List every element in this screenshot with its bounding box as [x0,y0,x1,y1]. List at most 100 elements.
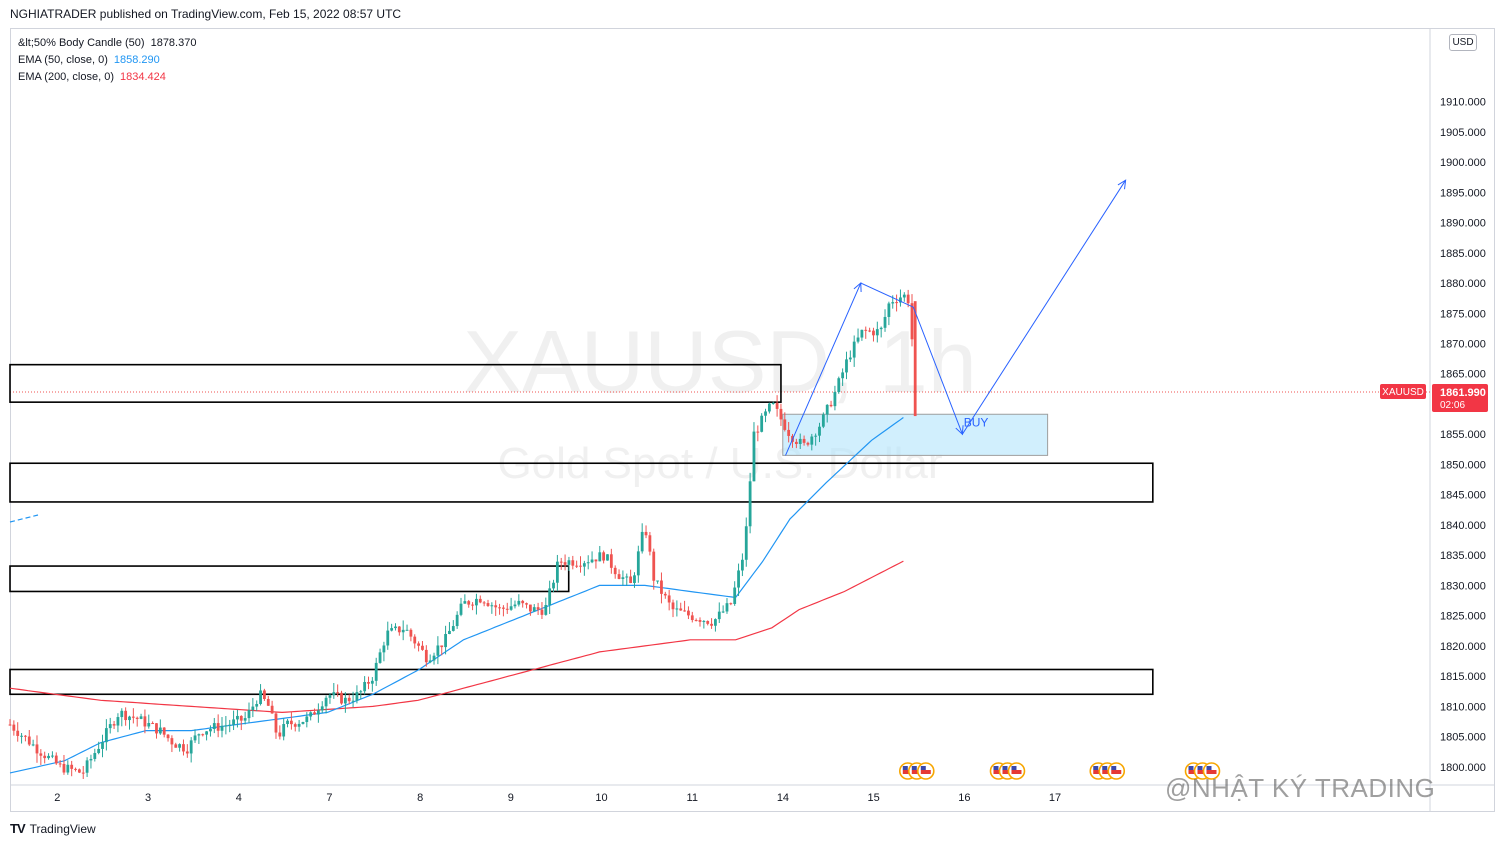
candle-body[interactable] [702,621,706,623]
candle-body[interactable] [116,717,120,726]
candle-body[interactable] [617,574,621,579]
candle-body[interactable] [814,435,818,437]
candle-body[interactable] [397,626,401,633]
candle-body[interactable] [910,303,914,340]
candle-body[interactable] [798,438,802,444]
candle-body[interactable] [31,744,35,746]
candle-body[interactable] [89,758,93,761]
candle-body[interactable] [544,605,548,615]
candle-body[interactable] [293,724,297,727]
candle-body[interactable] [606,554,609,561]
candle-body[interactable] [24,735,27,737]
candle-body[interactable] [794,441,798,444]
candle-body[interactable] [370,680,374,684]
candle-body[interactable] [837,378,841,393]
level-box-1[interactable] [9,363,782,403]
candle-body[interactable] [374,662,378,681]
candle-body[interactable] [895,302,898,304]
candle-body[interactable] [552,582,555,589]
candle-body[interactable] [270,705,274,714]
candle-body[interactable] [667,595,671,603]
candle-body[interactable] [475,598,478,606]
candle-body[interactable] [829,404,833,407]
candle-body[interactable] [382,645,386,653]
candle-body[interactable] [590,559,594,563]
candle-body[interactable] [320,706,324,711]
candle-body[interactable] [663,593,667,596]
candle-body[interactable] [517,600,521,605]
currency-button[interactable]: USD [1449,34,1477,51]
candle-body[interactable] [856,337,860,342]
candle-body[interactable] [891,302,895,304]
candle-body[interactable] [783,419,787,430]
projection-path[interactable] [785,179,1127,456]
candle-body[interactable] [775,402,779,409]
candle-body[interactable] [390,628,394,631]
candle-body[interactable] [316,710,320,715]
candle-body[interactable] [802,438,806,443]
candle-body[interactable] [598,552,602,562]
candle-body[interactable] [498,607,501,609]
candle-body[interactable] [771,402,775,404]
candle-body[interactable] [359,691,363,693]
candle-body[interactable] [243,718,247,721]
candle-body[interactable] [748,481,752,527]
candle-body[interactable] [571,560,575,566]
candle-body[interactable] [575,565,579,567]
candle-body[interactable] [224,725,228,727]
candle-body[interactable] [625,576,629,578]
candle-body[interactable] [120,710,124,718]
candle-body[interactable] [455,614,459,627]
candle-body[interactable] [340,692,343,704]
candle-body[interactable] [70,764,74,769]
candle-body[interactable] [313,712,316,715]
candle-body[interactable] [459,603,463,615]
candle-body[interactable] [201,734,205,736]
candle-body[interactable] [471,604,474,606]
candle-body[interactable] [286,720,289,725]
candle-body[interactable] [737,570,740,588]
candle-body[interactable] [216,723,220,731]
chart-frame[interactable] [10,28,1495,812]
candle-body[interactable] [841,372,845,379]
candle-body[interactable] [205,731,208,735]
candle-body[interactable] [648,535,652,552]
candle-body[interactable] [428,660,432,663]
candle-body[interactable] [548,588,552,606]
candle-body[interactable] [20,735,23,737]
candle-body[interactable] [725,603,729,612]
candle-body[interactable] [74,768,77,770]
candle-body[interactable] [185,751,189,754]
candle-body[interactable] [528,604,532,612]
candle-body[interactable] [97,748,101,754]
candle-body[interactable] [81,772,85,774]
candle-body[interactable] [640,531,644,552]
candle-body[interactable] [27,736,31,745]
candle-body[interactable] [602,552,606,561]
candle-body[interactable] [301,722,305,724]
candle-body[interactable] [852,341,856,358]
candle-body[interactable] [756,431,760,433]
candle-body[interactable] [729,603,733,605]
candle-body[interactable] [367,681,370,684]
candle-body[interactable] [328,695,332,698]
candle-body[interactable] [62,763,66,773]
candle-body[interactable] [540,609,544,615]
candle-body[interactable] [39,753,43,756]
candle-body[interactable] [806,442,810,445]
candle-body[interactable] [513,604,517,607]
candle-body[interactable] [178,744,182,748]
candle-body[interactable] [324,697,328,707]
candle-body[interactable] [752,431,756,482]
candle-body[interactable] [675,608,679,610]
candle-body[interactable] [104,728,108,743]
candle-body[interactable] [744,526,748,560]
candle-body[interactable] [875,329,879,336]
candle-body[interactable] [228,724,232,726]
candle-body[interactable] [525,603,528,605]
candle-body[interactable] [309,712,313,717]
candle-body[interactable] [887,303,891,317]
candle-body[interactable] [212,723,216,730]
candle-body[interactable] [131,716,135,718]
